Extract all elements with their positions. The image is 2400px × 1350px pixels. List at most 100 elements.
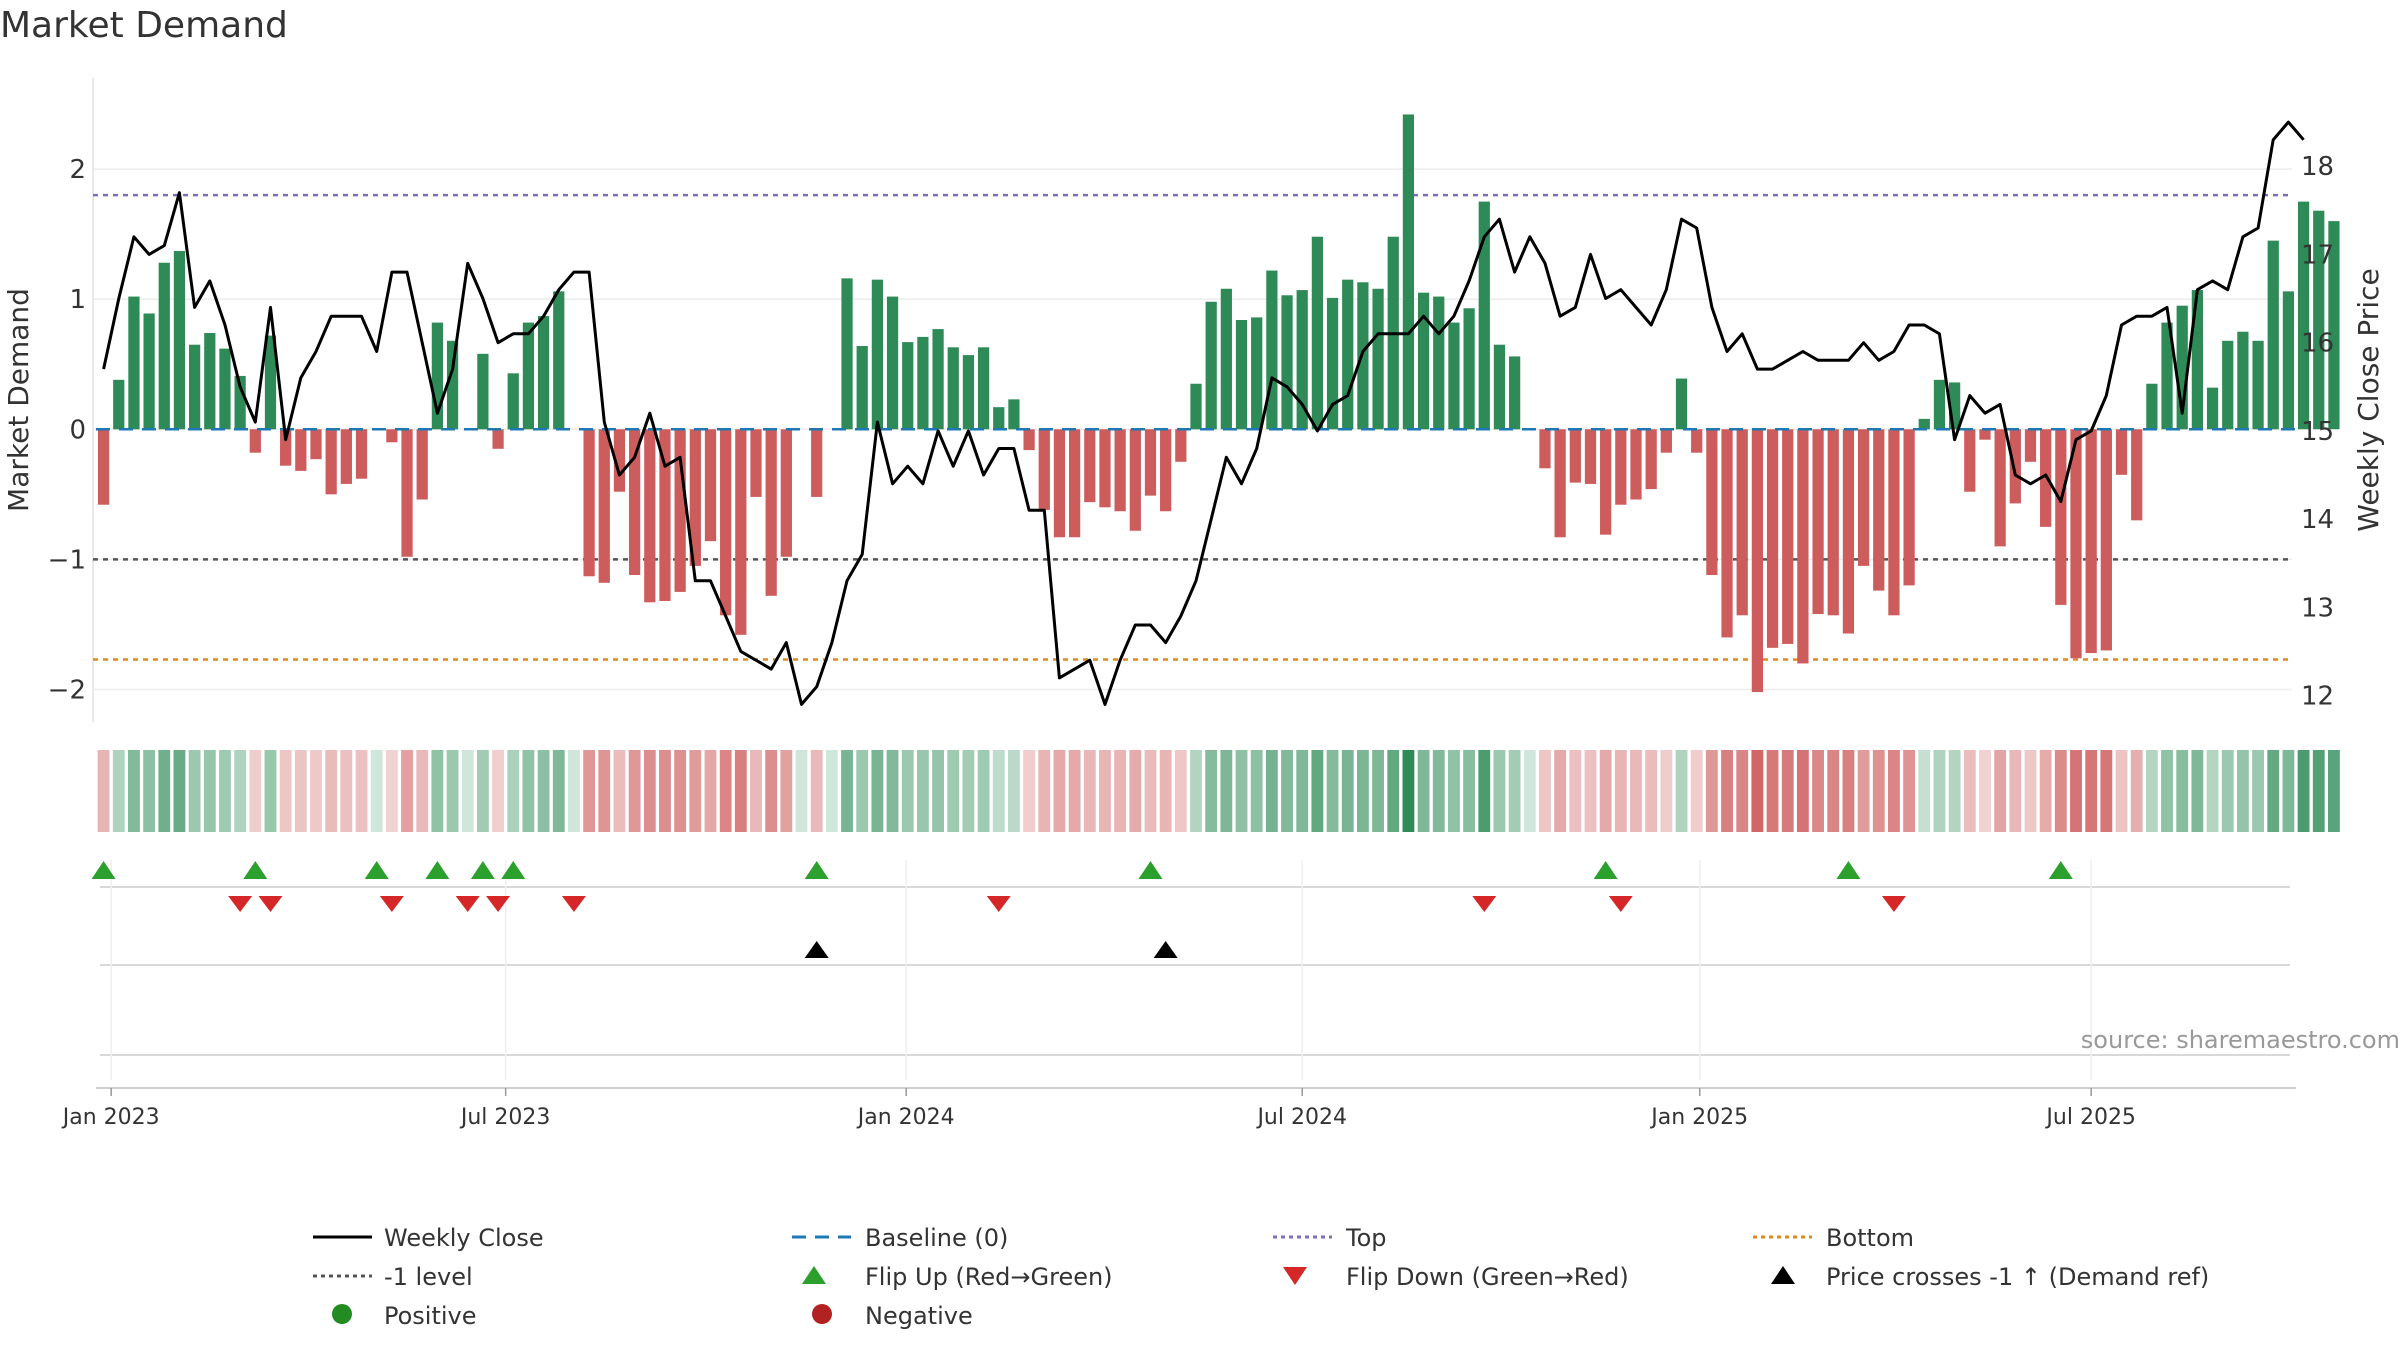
heat-strip-cell (1796, 750, 1809, 832)
demand-bar-negative (1660, 429, 1672, 453)
demand-bar-negative (1964, 429, 1976, 492)
heat-strip-cell (1569, 750, 1582, 832)
demand-bar-negative (1691, 429, 1703, 453)
demand-bar-positive (947, 347, 959, 430)
legend-flip-down-icon (1283, 1267, 1307, 1285)
demand-bar-positive (1266, 270, 1278, 430)
demand-bar-negative (735, 429, 747, 635)
heat-strip-cell (264, 750, 277, 832)
heat-strip-cell (325, 750, 338, 832)
heat-strip-cell (856, 750, 869, 832)
heat-strip-cell (1554, 750, 1567, 832)
demand-bar-negative (2085, 429, 2097, 654)
flip-down-marker (986, 896, 1011, 912)
weekly-close-line (102, 120, 2305, 706)
demand-bar-negative (613, 429, 626, 492)
heat-strip-cell (1296, 750, 1309, 832)
heat-strip-cell (340, 750, 353, 832)
flip-down-marker (1472, 896, 1497, 912)
demand-bar-positive (431, 322, 443, 430)
price-cross-marker (1153, 941, 1178, 958)
demand-bar-negative (629, 429, 641, 575)
demand-bar-negative (2115, 429, 2128, 475)
x-tick-label: Jul 2023 (459, 1105, 551, 1130)
demand-bar-negative (1114, 429, 1126, 512)
flip-up-marker (501, 861, 526, 879)
heat-strip-cell (1660, 750, 1673, 832)
heat-strip-cell (2191, 750, 2204, 832)
heat-strip-cell (1099, 750, 1111, 832)
flip-down-marker (228, 896, 253, 912)
demand-bar-negative (1873, 429, 1885, 591)
heat-strip-cell (871, 750, 884, 832)
heat-strip-cell (2221, 750, 2234, 832)
demand-bar-positive (1342, 279, 1354, 430)
heat-strip-cell (1402, 750, 1415, 832)
left-axis-label: Market Demand (2, 288, 35, 512)
demand-bar-positive (1296, 290, 1308, 430)
legend-flip-up-icon (802, 1266, 826, 1284)
heat-strip-cell (1205, 750, 1218, 832)
demand-bar-positive (219, 348, 231, 430)
demand-bar-negative (1038, 429, 1050, 510)
demand-bar-positive (1190, 383, 1202, 430)
heat-strip-cell (2009, 750, 2022, 832)
demand-bar-positive (234, 375, 246, 430)
heat-strip-cell (841, 750, 853, 832)
demand-bar-positive (1281, 295, 1293, 430)
heat-strip-cell (1645, 750, 1658, 832)
heat-strip-cell (279, 750, 292, 832)
heat-strip-cell (355, 750, 368, 832)
legend-positive: Positive (384, 1302, 477, 1330)
heat-strip-cell (431, 750, 444, 832)
heat-strip-cell (1812, 750, 1824, 832)
demand-bar-positive (158, 262, 170, 430)
demand-bar-negative (1797, 429, 1809, 664)
demand-bar-negative (325, 429, 337, 495)
demand-bar-negative (355, 429, 368, 479)
demand-bar-positive (1433, 296, 1445, 430)
heat-strip-cell (613, 750, 626, 832)
heat-strip-cell (886, 750, 899, 832)
demand-bar-negative (1903, 429, 1915, 586)
demand-bar-positive (264, 335, 277, 430)
heat-strip-cell (219, 750, 231, 832)
heat-strip-cell (719, 750, 732, 832)
demand-bar-negative (1615, 429, 1627, 505)
flip-down-marker (379, 896, 404, 912)
legend: Weekly Close Baseline (0) Top Bottom -1 … (313, 1224, 2209, 1330)
demand-bar-positive (1205, 301, 1217, 430)
heat-strip-cell (173, 750, 186, 832)
heat-strip-cell (1933, 750, 1946, 832)
heat-strip-cell (476, 750, 489, 832)
demand-bar-negative (2024, 429, 2037, 462)
heat-strip-cell (492, 750, 504, 832)
heat-strip-cell (1417, 750, 1430, 832)
flip-up-marker (91, 861, 116, 879)
demand-bar-negative (1160, 429, 1172, 512)
demand-bar-positive (1220, 288, 1232, 430)
heat-strip-cell (1387, 750, 1400, 832)
heat-strip-cell (1614, 750, 1627, 832)
demand-bar-positive (1326, 297, 1339, 430)
demand-bar-positive (2267, 240, 2279, 430)
demand-bar-positive (113, 379, 125, 430)
demand-bar-negative (1099, 429, 1111, 508)
heat-strip-cell (2130, 750, 2143, 832)
heat-strip-cell (1068, 750, 1081, 832)
demand-bar-negative (1069, 429, 1081, 538)
demand-bar-negative (401, 429, 413, 557)
legend-minus-one: -1 level (384, 1263, 473, 1291)
legend-negative: Negative (865, 1302, 973, 1330)
demand-bar-positive (871, 279, 883, 430)
demand-bar-positive (446, 340, 459, 430)
demand-bar-positive (2146, 383, 2158, 430)
demand-bar-positive (2297, 201, 2310, 430)
legend-baseline: Baseline (0) (865, 1224, 1008, 1252)
demand-bar-negative (598, 429, 610, 583)
right-tick-label: 18 (2301, 152, 2334, 182)
heat-strip-cell (916, 750, 929, 832)
heat-strip-cell (947, 750, 960, 832)
heat-strip-cell (1539, 750, 1551, 832)
heat-strip-cell (1432, 750, 1445, 832)
